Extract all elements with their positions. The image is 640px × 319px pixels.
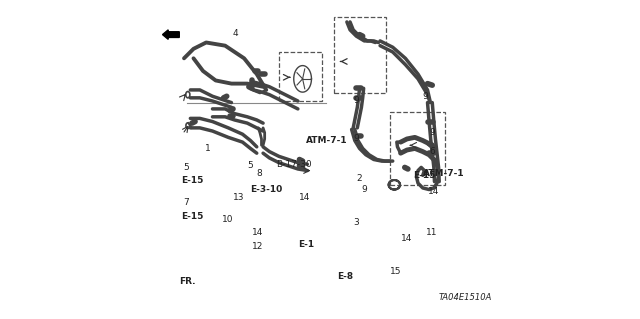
- Text: 13: 13: [233, 193, 244, 202]
- Text: ATM-7-1: ATM-7-1: [306, 136, 348, 145]
- Text: TA04E1510A: TA04E1510A: [438, 293, 492, 301]
- Text: E-15: E-15: [181, 175, 204, 185]
- Text: 9: 9: [429, 128, 435, 137]
- Text: E-8: E-8: [337, 272, 353, 281]
- Text: 5: 5: [247, 161, 253, 170]
- Text: 3: 3: [353, 218, 359, 227]
- Text: E-15: E-15: [413, 171, 436, 180]
- Text: 4: 4: [233, 28, 239, 38]
- Text: ATM-7-1: ATM-7-1: [423, 169, 465, 178]
- Text: E-15: E-15: [181, 212, 204, 221]
- Text: 14: 14: [252, 228, 264, 237]
- Text: E-3-10: E-3-10: [250, 185, 283, 194]
- Text: 11: 11: [426, 228, 437, 237]
- Text: 5: 5: [184, 163, 189, 172]
- Text: 8: 8: [257, 169, 262, 178]
- Text: 2: 2: [356, 174, 362, 183]
- Text: 9: 9: [353, 134, 359, 144]
- Text: E-1: E-1: [298, 241, 314, 249]
- Text: 1: 1: [205, 144, 211, 153]
- Text: 14: 14: [428, 187, 439, 196]
- Text: 14: 14: [300, 193, 311, 202]
- Text: 7: 7: [184, 198, 189, 207]
- Text: 12: 12: [252, 242, 264, 251]
- Text: 15: 15: [390, 267, 401, 276]
- Text: 9: 9: [361, 185, 367, 194]
- Text: 14: 14: [401, 234, 412, 243]
- Text: B-17-30: B-17-30: [276, 160, 311, 169]
- Text: 9: 9: [353, 97, 359, 106]
- Text: 9: 9: [423, 92, 429, 101]
- Text: FR.: FR.: [179, 277, 196, 286]
- Text: 6: 6: [429, 147, 435, 156]
- FancyArrow shape: [163, 30, 179, 39]
- Text: 10: 10: [222, 215, 234, 224]
